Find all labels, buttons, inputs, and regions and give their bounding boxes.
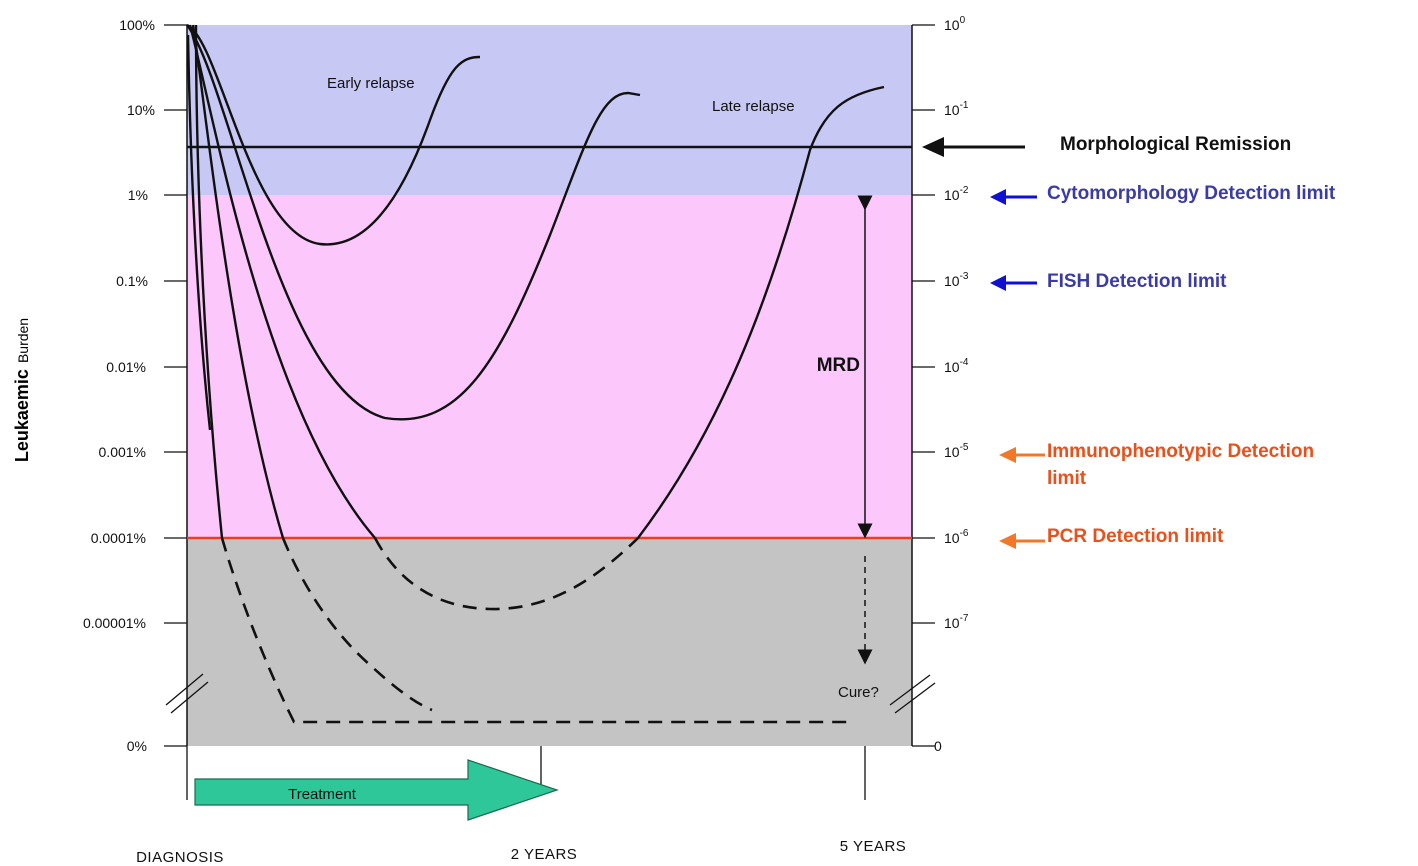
right-ticks — [912, 24, 935, 747]
cure-label: Cure? — [838, 684, 879, 701]
left-tick-label: 0.01% — [106, 359, 146, 375]
two-years-label: 2 YEARS — [511, 846, 578, 863]
right-tick-label: 10-7 — [944, 613, 969, 631]
disease-curves — [186, 23, 885, 539]
steep-curve-a — [191, 24, 285, 539]
pcr-label: PCR Detection limit — [1047, 526, 1224, 547]
dashed-curve-b — [220, 537, 855, 724]
left-tick-label: 0.00001% — [83, 615, 146, 631]
y-axis-title: LeukaemicBurden — [12, 318, 32, 462]
fish-label: FISH Detection limit — [1047, 271, 1227, 292]
right-tick-labels: 100 10-1 10-2 10-3 10-4 10-5 10-6 10-7 0 — [934, 15, 969, 754]
left-tick-label: 0.001% — [99, 444, 146, 460]
right-tick-label: 10-4 — [944, 357, 969, 375]
right-axis-break — [889, 674, 936, 714]
right-tick-label: 0 — [934, 738, 942, 754]
early-relapse-curve — [186, 23, 481, 246]
cytomorphology-label: Cytomorphology Detection limit — [1047, 183, 1336, 204]
left-tick-labels: 100% 10% 1% 0.1% 0.01% 0.001% 0.0001% 0.… — [83, 17, 155, 754]
left-tick-label: 1% — [128, 187, 148, 203]
right-tick-label: 10-5 — [944, 442, 969, 460]
dashed-mrd-trough — [373, 537, 639, 611]
left-axis-break — [165, 673, 209, 714]
left-tick-label: 0.0001% — [91, 530, 146, 546]
left-tick-label: 0% — [127, 738, 147, 754]
gray-band — [187, 538, 912, 746]
left-ticks — [164, 24, 187, 747]
late-relapse-rise — [637, 85, 885, 539]
immunophenotypic-label-line2: limit — [1047, 468, 1087, 489]
steep-curve-c — [186, 34, 212, 431]
left-tick-label: 0.1% — [116, 273, 148, 289]
treatment-arrow — [194, 759, 559, 821]
fish-arrow — [990, 275, 1037, 291]
right-tick-label: 10-3 — [944, 271, 969, 289]
cytomorphology-arrow — [990, 189, 1037, 205]
pcr-arrow — [999, 533, 1045, 549]
mrd-label: MRD — [817, 355, 860, 376]
mid-relapse-curve — [186, 24, 641, 421]
five-years-label: 5 YEARS — [840, 838, 907, 855]
diagnosis-label: DIAGNOSIS — [136, 849, 224, 866]
left-tick-label: 100% — [119, 17, 155, 33]
late-relapse-label: Late relapse — [712, 98, 795, 115]
blue-band — [187, 25, 912, 195]
time-ticks — [186, 746, 866, 800]
late-relapse-curve — [188, 24, 376, 539]
morphological-remission-arrow — [922, 137, 1025, 157]
right-tick-label: 100 — [944, 15, 966, 33]
morphological-remission-label: Morphological Remission — [1060, 134, 1291, 155]
treatment-label: Treatment — [288, 786, 357, 803]
dashed-curves — [220, 537, 855, 724]
early-relapse-label: Early relapse — [327, 75, 415, 92]
right-tick-label: 10-1 — [944, 100, 969, 118]
immunophenotypic-label: Immunophenotypic Detection — [1047, 441, 1314, 462]
pink-band — [187, 195, 912, 538]
immunophenotypic-arrow — [999, 447, 1045, 463]
right-tick-label: 10-2 — [944, 185, 969, 203]
right-tick-label: 10-6 — [944, 528, 969, 546]
dashed-curve-a — [281, 537, 433, 712]
left-tick-label: 10% — [127, 102, 155, 118]
steep-curve-b — [194, 24, 224, 539]
